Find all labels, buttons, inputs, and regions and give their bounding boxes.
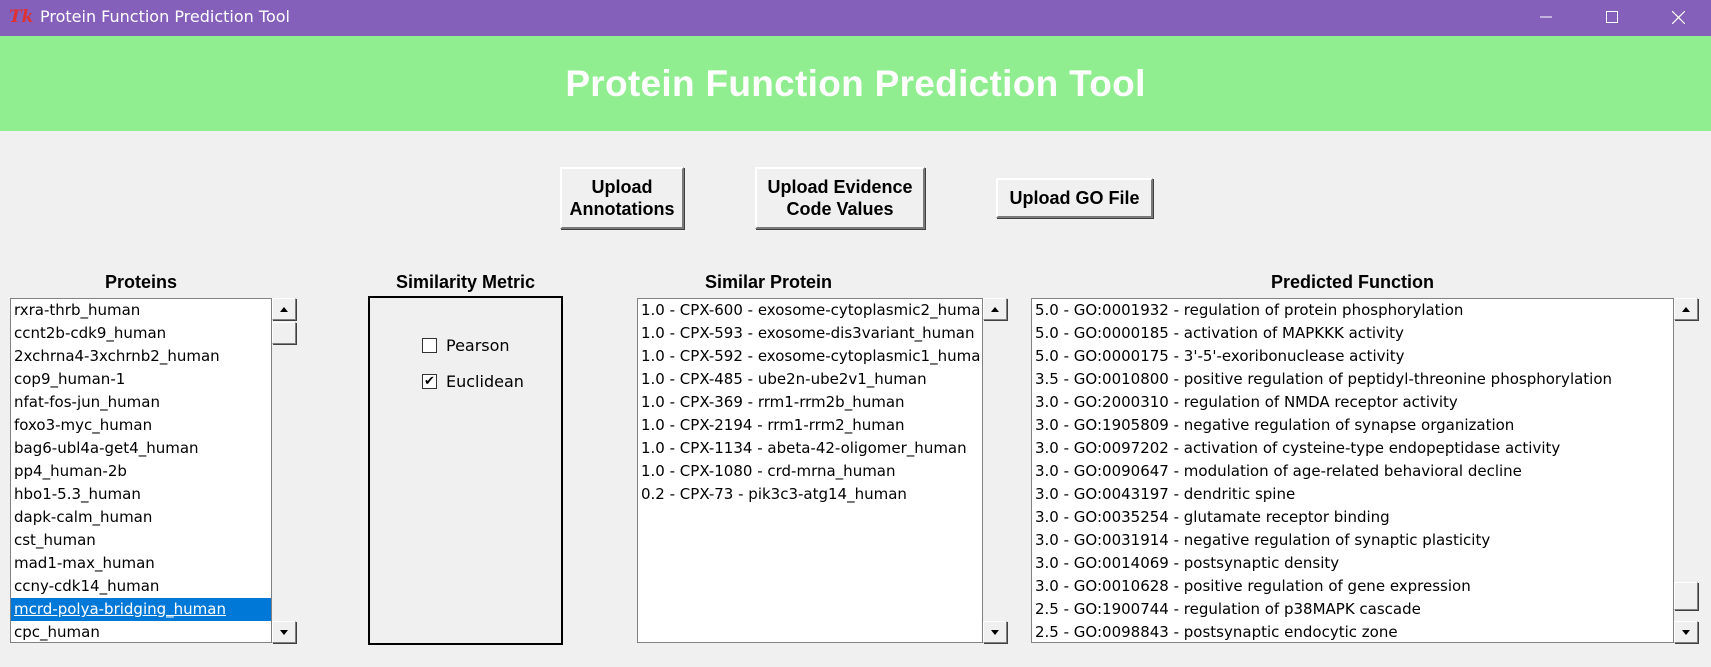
predicted-function-listbox[interactable]: 5.0 - GO:0001932 - regulation of protein…	[1031, 298, 1674, 643]
predicted-function-item[interactable]: 3.0 - GO:0031914 - negative regulation o…	[1035, 531, 1491, 549]
scrollbar-thumb[interactable]	[272, 322, 296, 344]
proteins-rows: rxra-thrb_human ccnt2b-cdk9_human 2xchrna4…	[11, 299, 271, 642]
maximize-button[interactable]	[1582, 0, 1642, 34]
scroll-up-button[interactable]	[1674, 298, 1698, 320]
similar-protein-item[interactable]: 1.0 - CPX-1080 - crd-mrna_human	[641, 462, 896, 480]
predicted-function-item[interactable]: 3.5 - GO:0010800 - positive regulation o…	[1035, 370, 1613, 388]
predicted-scrollbar[interactable]	[1674, 298, 1698, 643]
page-title: Protein Function Prediction Tool	[565, 62, 1146, 104]
pearson-label: Pearson	[446, 336, 510, 355]
predicted-function-item[interactable]: 5.0 - GO:0000185 - activation of MAPKKK …	[1035, 324, 1404, 342]
maximize-icon	[1606, 11, 1618, 23]
scroll-down-button[interactable]	[1674, 621, 1698, 643]
similar-protein-item[interactable]: 1.0 - CPX-600 - exosome-cytoplasmic2_hum…	[641, 301, 981, 319]
protein-list-item[interactable]: mad1-max_human	[14, 554, 155, 572]
protein-list-item[interactable]: cst_human	[14, 531, 96, 549]
scrollbar-thumb[interactable]	[1674, 582, 1698, 610]
arrow-down-icon	[1682, 629, 1690, 635]
predicted-function-item[interactable]: 3.0 - GO:1905809 - negative regulation o…	[1035, 416, 1515, 434]
predicted-function-item[interactable]: 3.0 - GO:0014069 - postsynaptic density	[1035, 554, 1340, 572]
similar-protein-item[interactable]: 1.0 - CPX-593 - exosome-dis3variant_huma…	[641, 324, 975, 342]
arrow-down-icon	[991, 629, 999, 635]
protein-list-item[interactable]: cop9_human-1	[14, 370, 126, 388]
protein-list-item[interactable]: rxra-thrb_human	[14, 301, 141, 319]
predicted-function-item[interactable]: 3.0 - GO:0035254 - glutamate receptor bi…	[1035, 508, 1390, 526]
similar-protein-item[interactable]: 1.0 - CPX-1134 - abeta-42-oligomer_human	[641, 439, 967, 457]
scroll-down-button[interactable]	[983, 621, 1007, 643]
upload-annotations-button[interactable]: Upload Annotations	[560, 167, 684, 229]
similar-scrollbar[interactable]	[983, 298, 1007, 643]
scroll-down-button[interactable]	[272, 621, 296, 643]
arrow-up-icon	[991, 306, 999, 312]
protein-list-item[interactable]: mcrd-polya-bridging_human	[11, 598, 271, 621]
protein-list-item[interactable]: ccnt2b-cdk9_human	[14, 324, 167, 342]
protein-list-item[interactable]: dapk-calm_human	[14, 508, 153, 526]
predicted-function-item[interactable]: 3.0 - GO:2000310 - regulation of NMDA re…	[1035, 393, 1458, 411]
header-banner: Protein Function Prediction Tool	[0, 36, 1711, 131]
predicted-function-item[interactable]: 3.0 - GO:0010628 - positive regulation o…	[1035, 577, 1471, 595]
close-icon	[1671, 10, 1685, 24]
euclidean-checkbox[interactable]: ✔ Euclidean	[422, 372, 524, 391]
arrow-up-icon	[280, 306, 288, 312]
predicted-function-item[interactable]: 3.0 - GO:0097202 - activation of cystein…	[1035, 439, 1561, 457]
similar-protein-item[interactable]: 1.0 - CPX-2194 - rrm1-rrm2_human	[641, 416, 905, 434]
predicted-function-item[interactable]: 2.5 - GO:0098843 - postsynaptic endocyti…	[1035, 623, 1398, 641]
predicted-rows: 5.0 - GO:0001932 - regulation of protein…	[1032, 299, 1673, 642]
arrow-up-icon	[1682, 306, 1690, 312]
protein-list-item[interactable]: bag6-ubl4a-get4_human	[14, 439, 199, 457]
protein-list-item[interactable]: nfat-fos-jun_human	[14, 393, 160, 411]
protein-list-item[interactable]: 2xchrna4-3xchrnb2_human	[14, 347, 220, 365]
tk-feather-icon: Tk	[9, 7, 34, 27]
scroll-up-button[interactable]	[983, 298, 1007, 320]
predicted-function-item[interactable]: 5.0 - GO:0001932 - regulation of protein…	[1035, 301, 1464, 319]
predicted-function-item[interactable]: 5.0 - GO:0000175 - 3'-5'-exoribonuclease…	[1035, 347, 1405, 365]
minimize-icon	[1540, 16, 1552, 18]
proteins-scrollbar[interactable]	[272, 298, 296, 643]
proteins-label: Proteins	[104, 272, 178, 292]
similarity-metric-frame: Pearson ✔ Euclidean	[368, 296, 563, 645]
upload-evidence-button[interactable]: Upload Evidence Code Values	[755, 167, 925, 229]
arrow-down-icon	[280, 629, 288, 635]
close-button[interactable]	[1648, 0, 1708, 34]
predicted-function-item[interactable]: 2.5 - GO:1900744 - regulation of p38MAPK…	[1035, 600, 1421, 618]
protein-list-item[interactable]: foxo3-myc_human	[14, 416, 153, 434]
predicted-function-item[interactable]: 3.0 - GO:0043197 - dendritic spine	[1035, 485, 1296, 503]
predicted-function-label: Predicted Function	[1270, 272, 1434, 292]
euclidean-label: Euclidean	[446, 372, 524, 391]
proteins-listbox[interactable]: rxra-thrb_human ccnt2b-cdk9_human 2xchrna4…	[10, 298, 272, 643]
protein-list-item[interactable]: pp4_human-2b	[14, 462, 127, 480]
euclidean-checkbox-box[interactable]: ✔	[422, 374, 437, 389]
similar-protein-item[interactable]: 1.0 - CPX-369 - rrm1-rrm2b_human	[641, 393, 905, 411]
similar-protein-label: Similar Protein	[704, 272, 833, 292]
scroll-up-button[interactable]	[272, 298, 296, 320]
protein-list-item[interactable]: hbo1-5.3_human	[14, 485, 141, 503]
minimize-button[interactable]	[1516, 0, 1576, 34]
pearson-checkbox[interactable]: Pearson	[422, 336, 510, 355]
pearson-checkbox-box[interactable]	[422, 338, 437, 353]
similar-protein-item[interactable]: 1.0 - CPX-485 - ube2n-ube2v1_human	[641, 370, 927, 388]
similar-protein-item[interactable]: 0.2 - CPX-73 - pik3c3-atg14_human	[641, 485, 907, 503]
similar-protein-listbox[interactable]: 1.0 - CPX-600 - exosome-cytoplasmic2_hum…	[637, 298, 983, 643]
predicted-function-item[interactable]: 3.0 - GO:0090647 - modulation of age-rel…	[1035, 462, 1522, 480]
protein-list-item[interactable]: ccny-cdk14_human	[14, 577, 160, 595]
protein-list-item[interactable]: cpc_human	[14, 623, 100, 641]
upload-go-file-button[interactable]: Upload GO File	[996, 178, 1153, 218]
similar-rows: 1.0 - CPX-600 - exosome-cytoplasmic2_hum…	[638, 299, 982, 506]
similarity-metric-label: Similarity Metric	[395, 272, 536, 292]
window-title: Protein Function Prediction Tool	[40, 7, 290, 26]
similar-protein-item[interactable]: 1.0 - CPX-592 - exosome-cytoplasmic1_hum…	[641, 347, 981, 365]
window-titlebar: Tk Protein Function Prediction Tool	[0, 0, 1711, 36]
